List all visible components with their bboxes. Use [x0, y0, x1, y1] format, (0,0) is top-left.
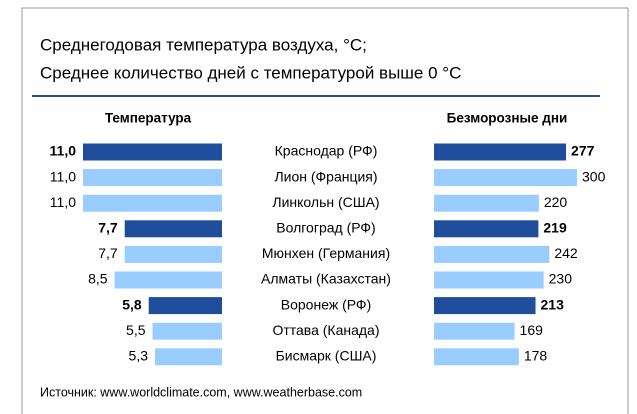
bar	[434, 169, 577, 187]
value-label: 220	[544, 194, 568, 210]
bar	[152, 322, 222, 340]
bar	[148, 297, 222, 315]
bar	[124, 220, 222, 238]
bar	[155, 348, 222, 366]
bar	[83, 169, 222, 187]
value-label: 230	[549, 271, 573, 287]
bar	[434, 194, 539, 212]
category-label: Оттава (Канада)	[272, 322, 379, 338]
value-label: 242	[554, 245, 578, 261]
bar	[434, 322, 515, 340]
category-label: Алматы (Казахстан)	[261, 271, 391, 287]
category-label: Воронеж (РФ)	[281, 296, 371, 312]
value-label: 11,0	[50, 194, 76, 210]
value-label: 11,0	[50, 143, 77, 159]
value-label: 7,7	[98, 245, 118, 261]
value-label: 277	[571, 143, 595, 159]
category-label: Мюнхен (Германия)	[262, 245, 390, 261]
value-label: 5,8	[122, 296, 142, 312]
bar	[434, 297, 536, 315]
bar	[434, 245, 550, 263]
chart-title: Среднегодовая температура воздуха, °C;	[40, 35, 367, 54]
value-label: 11,0	[50, 168, 76, 184]
category-label: Волгоград (РФ)	[276, 220, 375, 236]
value-label: 8,5	[88, 271, 108, 287]
value-label: 213	[541, 296, 565, 312]
bar	[434, 348, 519, 366]
category-label: Линкольн (США)	[272, 194, 379, 210]
bar	[434, 143, 567, 161]
bar	[124, 245, 222, 263]
bar	[434, 271, 544, 289]
category-label: Бисмарк (США)	[276, 348, 377, 364]
series-header: Температура	[105, 111, 192, 126]
source: Источник: www.worldclimate.com, www.weat…	[40, 385, 362, 399]
bar	[434, 220, 539, 238]
series-header: Безморозные дни	[447, 111, 568, 126]
value-label: 300	[582, 168, 606, 184]
frame	[21, 7, 629, 414]
value-label: 178	[524, 348, 548, 364]
bar	[83, 194, 222, 212]
value-label: 219	[543, 220, 567, 236]
bar	[114, 271, 222, 289]
category-label: Краснодар (РФ)	[275, 143, 378, 159]
value-label: 7,7	[98, 220, 118, 236]
chart-subtitle: Среднее количество дней с температурой в…	[40, 63, 461, 82]
value-label: 169	[520, 322, 544, 338]
bar	[83, 143, 222, 161]
value-label: 5,5	[126, 322, 146, 338]
value-label: 5,3	[129, 348, 149, 364]
category-label: Лион (Франция)	[274, 168, 377, 184]
